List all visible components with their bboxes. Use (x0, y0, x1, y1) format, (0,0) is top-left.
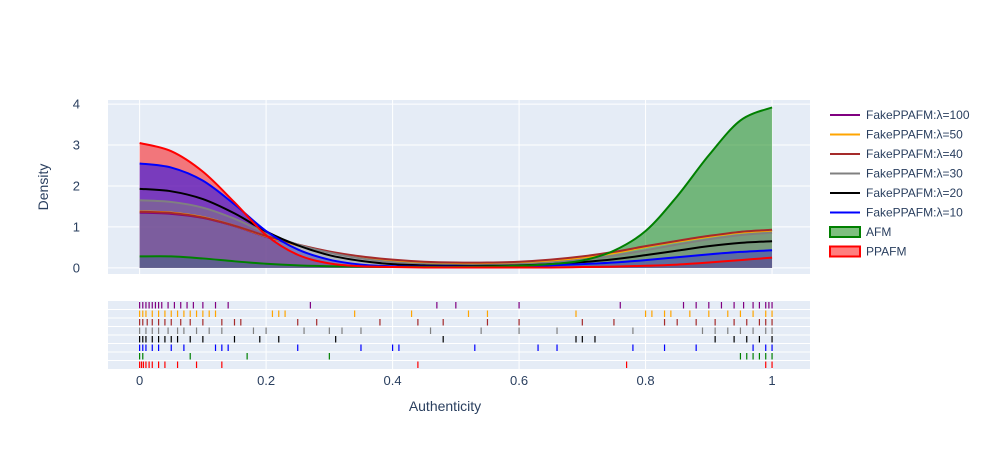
legend-label-3: FakePPAFM:λ=30 (866, 167, 963, 181)
legend-item-3[interactable]: FakePPAFM:λ=30 (830, 167, 963, 181)
x-tick-label-4: 0.8 (637, 373, 655, 388)
x-tick-label-5: 1 (768, 373, 775, 388)
y-tick-label-1: 1 (73, 219, 80, 234)
y-axis-title: Density (35, 164, 51, 211)
series-line-2 (139, 210, 773, 264)
legend-label-0: FakePPAFM:λ=100 (866, 108, 970, 122)
legend-item-6[interactable]: AFM (829, 225, 891, 239)
legend-swatch-6 (829, 226, 861, 238)
x-axis-tick-labels: 0 0.2 0.4 0.6 0.8 1 (136, 373, 776, 388)
legend-label-2: FakePPAFM:λ=40 (866, 147, 963, 161)
x-tick-label-1: 0.2 (257, 373, 275, 388)
y-tick-label-4: 4 (73, 97, 80, 112)
y-tick-label-0: 0 (73, 260, 80, 275)
area-fill-3 (139, 200, 773, 268)
legend[interactable]: FakePPAFM:λ=100 FakePPAFM:λ=50 FakePPAFM:λ… (829, 108, 970, 259)
legend-item-4[interactable]: FakePPAFM:λ=20 (830, 186, 963, 200)
density-fills (139, 107, 773, 268)
x-tick-label-2: 0.4 (384, 373, 402, 388)
rug-marks (139, 302, 773, 368)
series-line-7 (139, 142, 773, 269)
legend-label-6: AFM (866, 225, 891, 239)
x-tick-label-0: 0 (136, 373, 143, 388)
legend-swatch-7 (829, 245, 861, 258)
x-axis-title: Authenticity (409, 398, 481, 414)
legend-label-5: FakePPAFM:λ=10 (866, 206, 963, 220)
y-tick-label-2: 2 (73, 178, 80, 193)
legend-label-1: FakePPAFM:λ=50 (866, 128, 963, 142)
y-tick-label-3: 3 (73, 138, 80, 153)
x-tick-label-3: 0.6 (510, 373, 528, 388)
legend-item-1[interactable]: FakePPAFM:λ=50 (830, 128, 963, 142)
legend-item-5[interactable]: FakePPAFM:λ=10 (830, 206, 963, 220)
legend-item-7[interactable]: PPAFM (829, 245, 906, 259)
y-axis-tick-labels: 0 1 2 3 4 (73, 97, 80, 276)
legend-item-0[interactable]: FakePPAFM:λ=100 (830, 108, 970, 122)
legend-label-4: FakePPAFM:λ=20 (866, 186, 963, 200)
legend-item-2[interactable]: FakePPAFM:λ=40 (830, 147, 963, 161)
legend-label-7: PPAFM (866, 245, 906, 259)
density-lines (139, 106, 773, 269)
